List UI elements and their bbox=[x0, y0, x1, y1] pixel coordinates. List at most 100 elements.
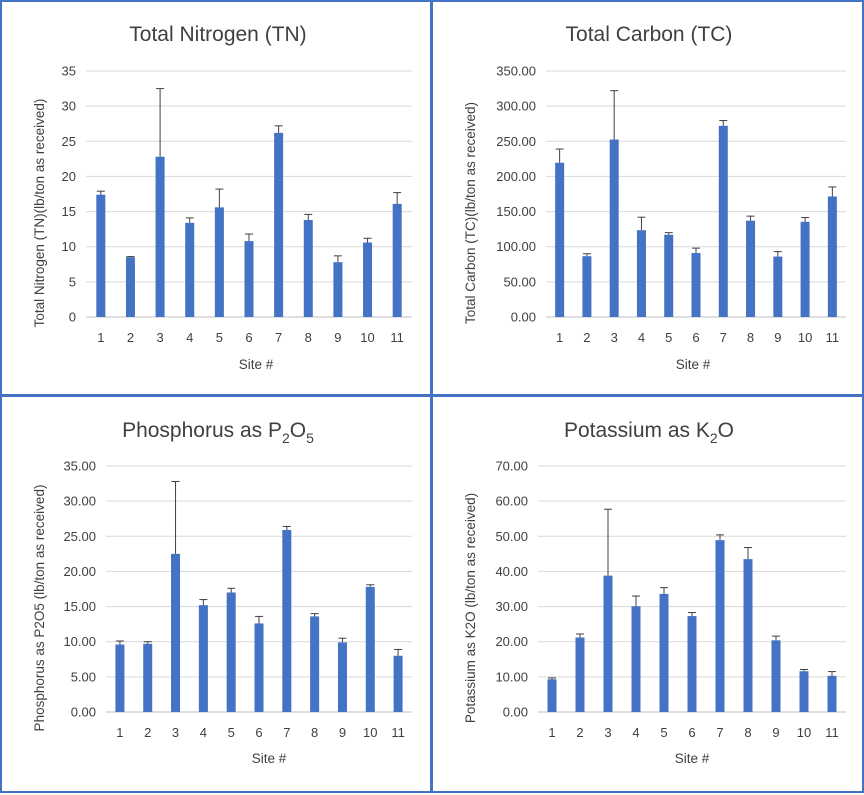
x-tick-label: 8 bbox=[744, 725, 751, 740]
bar bbox=[718, 125, 728, 317]
x-tick-labels: 1 2 3 4 5 6 7 8 9 10 11 bbox=[548, 725, 838, 740]
bar bbox=[636, 230, 646, 317]
x-tick-label: 2 bbox=[583, 330, 590, 345]
y-tick-label: 0.00 bbox=[503, 705, 528, 720]
chart-title-sub1: 2 bbox=[282, 430, 290, 446]
y-tick-label: 300.00 bbox=[496, 99, 536, 114]
chart-title: Phosphorus as P2O5 bbox=[122, 419, 314, 446]
bar bbox=[185, 222, 195, 317]
bar bbox=[393, 655, 403, 712]
y-tick-label: 70.00 bbox=[495, 459, 528, 474]
bar bbox=[244, 241, 254, 317]
x-tick-label: 4 bbox=[632, 725, 639, 740]
chart-panel-phosphorus: Phosphorus as P2O5 0.00 5.00 10.00 15.00 20.… bbox=[0, 395, 432, 793]
chart-svg-total-nitrogen: Total Nitrogen (TN) 0 5 10 15 20 25 30 35 1 2 3 4 5… bbox=[32, 23, 412, 372]
y-tick-label: 30.00 bbox=[63, 494, 96, 509]
x-tick-label: 1 bbox=[548, 725, 555, 740]
x-tick-label: 3 bbox=[611, 330, 618, 345]
x-tick-label: 7 bbox=[720, 330, 727, 345]
y-tick-label: 200.00 bbox=[496, 169, 536, 184]
x-tick-label: 8 bbox=[311, 725, 318, 740]
y-tick-labels: 0 5 10 15 20 25 30 35 bbox=[62, 64, 76, 325]
y-tick-label: 100.00 bbox=[496, 239, 536, 254]
x-tick-label: 6 bbox=[245, 330, 252, 345]
x-tick-label: 4 bbox=[200, 725, 207, 740]
y-tick-label: 60.00 bbox=[495, 494, 528, 509]
bar bbox=[226, 592, 236, 712]
bar bbox=[800, 221, 810, 317]
x-tick-label: 1 bbox=[556, 330, 563, 345]
x-tick-label: 9 bbox=[772, 725, 779, 740]
x-tick-label: 7 bbox=[716, 725, 723, 740]
chart-title: Potassium as K2O bbox=[564, 419, 734, 446]
x-tick-label: 4 bbox=[638, 330, 645, 345]
y-tick-label: 20.00 bbox=[63, 564, 96, 579]
bar bbox=[274, 132, 284, 317]
bar bbox=[303, 220, 313, 317]
bar bbox=[603, 575, 613, 712]
x-tick-label: 3 bbox=[172, 725, 179, 740]
bar bbox=[310, 616, 320, 712]
y-tick-labels: 0.00 50.00 100.00 150.00 200.00 250.00 300.00 3… bbox=[496, 64, 536, 325]
x-tick-label: 7 bbox=[275, 330, 282, 345]
x-tick-label: 2 bbox=[144, 725, 151, 740]
x-tick-label: 11 bbox=[825, 725, 839, 740]
bar bbox=[363, 242, 373, 317]
bar bbox=[392, 203, 402, 317]
x-tick-label: 3 bbox=[156, 330, 163, 345]
bar bbox=[115, 644, 125, 712]
x-tick-label: 2 bbox=[576, 725, 583, 740]
bar bbox=[96, 194, 106, 317]
y-tick-label: 250.00 bbox=[496, 134, 536, 149]
y-tick-label: 50.00 bbox=[495, 529, 528, 544]
x-tick-label: 4 bbox=[186, 330, 193, 345]
bar bbox=[214, 207, 224, 317]
y-tick-label: 5.00 bbox=[71, 669, 96, 684]
y-tick-label: 35 bbox=[62, 64, 76, 79]
error-bars bbox=[548, 508, 836, 680]
bar bbox=[198, 605, 208, 712]
bar bbox=[282, 529, 292, 712]
bar bbox=[746, 220, 756, 317]
bar bbox=[609, 139, 619, 317]
bars bbox=[96, 132, 402, 317]
bar bbox=[827, 675, 837, 712]
y-tick-labels: 0.00 5.00 10.00 15.00 20.00 25.00 30.00 35.00 bbox=[63, 459, 96, 720]
x-tick-label: 6 bbox=[688, 725, 695, 740]
y-tick-label: 50.00 bbox=[503, 274, 536, 289]
x-tick-label: 2 bbox=[127, 330, 134, 345]
x-tick-label: 6 bbox=[692, 330, 699, 345]
x-tick-label: 5 bbox=[665, 330, 672, 345]
x-tick-label: 10 bbox=[363, 725, 377, 740]
chart-svg-total-carbon: Total Carbon (TC) 0.00 50.00 100.00 150.00 2… bbox=[463, 23, 846, 372]
bar bbox=[827, 196, 837, 317]
y-axis-label: Potassium as K2O (lb/ton as received) bbox=[463, 493, 478, 723]
chart-svg-phosphorus: Phosphorus as P2O5 0.005.0010.0015.0020.… bbox=[32, 419, 412, 766]
chart-panel-total-carbon: Total Carbon (TC) 0.00 50.00 100.00 150.00 2… bbox=[431, 0, 864, 396]
chart-title-mid: O bbox=[718, 419, 734, 442]
y-tick-label: 30 bbox=[62, 99, 76, 114]
bar bbox=[254, 623, 264, 712]
chart-title-main: Phosphorus as P bbox=[122, 419, 282, 442]
y-tick-label: 5 bbox=[69, 274, 76, 289]
x-tick-label: 10 bbox=[798, 330, 812, 345]
bar bbox=[155, 156, 165, 317]
y-tick-label: 25.00 bbox=[63, 529, 96, 544]
y-axis-label: Phosphorus as P2O5 (lb/ton as received) bbox=[32, 485, 47, 732]
bar bbox=[743, 559, 753, 712]
x-tick-label: 11 bbox=[391, 725, 405, 740]
x-tick-label: 1 bbox=[97, 330, 104, 345]
bar bbox=[631, 606, 641, 712]
chart-panel-potassium: Potassium as K2O 0.00 10.00 20.00 30.00 40.0… bbox=[431, 395, 864, 793]
y-tick-label: 20 bbox=[62, 169, 76, 184]
x-tick-label: 9 bbox=[334, 330, 341, 345]
y-tick-label: 350.00 bbox=[496, 64, 536, 79]
chart-title-sub2: 5 bbox=[306, 430, 314, 446]
y-tick-label: 10.00 bbox=[495, 669, 528, 684]
x-tick-label: 5 bbox=[660, 725, 667, 740]
bar bbox=[547, 679, 557, 712]
bars bbox=[547, 540, 837, 712]
x-tick-labels: 1 2 3 4 5 6 7 8 9 10 11 bbox=[556, 330, 839, 345]
y-tick-label: 30.00 bbox=[495, 599, 528, 614]
x-tick-label: 11 bbox=[826, 330, 840, 345]
